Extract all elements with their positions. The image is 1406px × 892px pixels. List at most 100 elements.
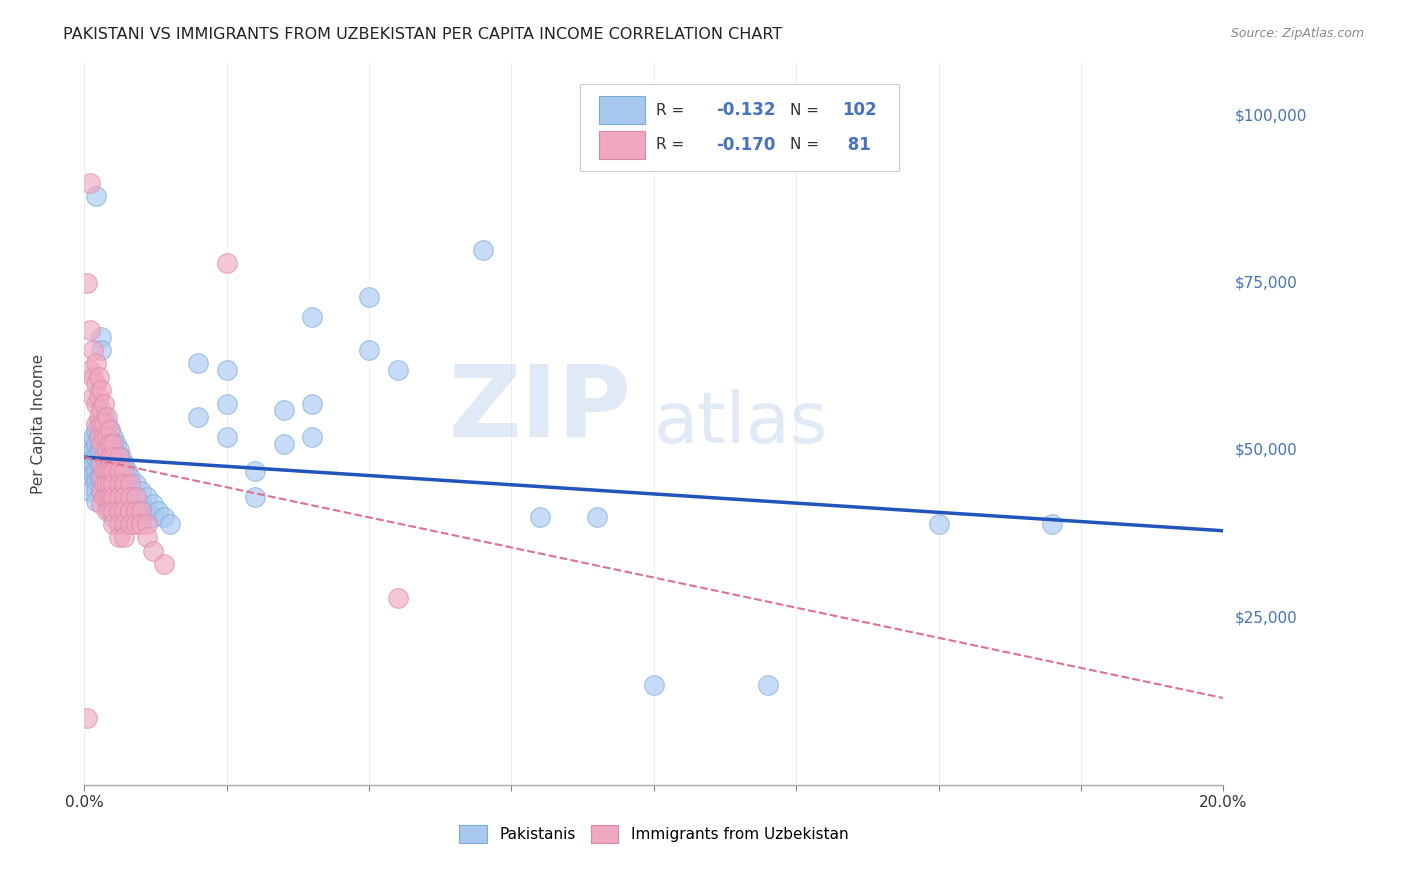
Point: [153, 557, 176, 572]
Point: [136, 530, 159, 544]
FancyBboxPatch shape: [599, 96, 645, 124]
Point: [93, 450, 115, 464]
Point: [124, 490, 146, 504]
Point: [104, 436, 127, 450]
Point: [82, 343, 104, 358]
Point: [115, 476, 138, 491]
Point: [98, 450, 121, 464]
Point: [93, 417, 115, 431]
Point: [131, 503, 153, 517]
Point: [87, 369, 110, 384]
Point: [79, 453, 101, 467]
Point: [98, 424, 121, 438]
Point: [93, 476, 115, 491]
Point: [98, 436, 121, 450]
Point: [118, 497, 141, 511]
Point: [112, 470, 135, 484]
Point: [84, 417, 107, 431]
Point: [96, 503, 118, 517]
Text: atlas: atlas: [654, 389, 828, 458]
Text: Per Capita Income: Per Capita Income: [31, 353, 46, 494]
Point: [98, 436, 121, 450]
Point: [101, 483, 124, 498]
Point: [93, 450, 115, 464]
Text: $50,000: $50,000: [1234, 443, 1298, 458]
Point: [107, 450, 129, 464]
Point: [107, 483, 129, 498]
Point: [136, 490, 159, 504]
Point: [96, 443, 118, 458]
Point: [82, 467, 104, 481]
Point: [101, 436, 124, 450]
Point: [96, 430, 118, 444]
Point: [756, 678, 779, 692]
Point: [90, 470, 112, 484]
Point: [96, 490, 118, 504]
Point: [112, 530, 135, 544]
Point: [529, 510, 551, 524]
Point: [98, 464, 121, 478]
Point: [93, 396, 115, 410]
Point: [1042, 516, 1064, 531]
Text: 102: 102: [842, 101, 876, 120]
Point: [187, 410, 209, 425]
Point: [76, 447, 98, 461]
Point: [273, 403, 295, 417]
Point: [90, 417, 112, 431]
Point: [96, 483, 118, 498]
Point: [387, 363, 409, 377]
Point: [136, 516, 159, 531]
Point: [112, 464, 135, 478]
Text: R =: R =: [657, 137, 689, 153]
Point: [159, 516, 181, 531]
Point: [76, 711, 98, 725]
Point: [90, 483, 112, 498]
Point: [928, 516, 950, 531]
Point: [90, 384, 112, 398]
Point: [96, 476, 118, 491]
FancyBboxPatch shape: [599, 131, 645, 159]
Point: [107, 470, 129, 484]
Point: [387, 591, 409, 605]
Point: [112, 516, 135, 531]
Point: [124, 503, 146, 517]
Point: [131, 483, 153, 498]
Point: [118, 490, 141, 504]
Point: [215, 256, 238, 270]
Point: [98, 476, 121, 491]
Text: N =: N =: [790, 103, 824, 118]
Point: [142, 510, 165, 524]
Text: $100,000: $100,000: [1234, 109, 1306, 123]
Point: [96, 410, 118, 425]
Point: [110, 490, 132, 504]
Text: ZIP: ZIP: [449, 360, 631, 458]
Point: [84, 424, 107, 438]
Point: [101, 516, 124, 531]
Point: [96, 464, 118, 478]
Point: [115, 490, 138, 504]
Point: [84, 376, 107, 391]
Point: [87, 390, 110, 404]
Point: [148, 503, 170, 517]
Point: [107, 503, 129, 517]
Point: [93, 464, 115, 478]
Point: [643, 678, 665, 692]
Point: [104, 490, 127, 504]
Point: [79, 323, 101, 337]
Point: [215, 363, 238, 377]
Point: [118, 483, 141, 498]
Point: [84, 483, 107, 498]
Point: [112, 490, 135, 504]
Point: [79, 464, 101, 478]
Point: [82, 443, 104, 458]
Point: [93, 464, 115, 478]
Point: [84, 450, 107, 464]
Point: [90, 457, 112, 471]
Point: [84, 436, 107, 450]
Point: [142, 543, 165, 558]
Point: [101, 490, 124, 504]
Legend: Pakistanis, Immigrants from Uzbekistan: Pakistanis, Immigrants from Uzbekistan: [453, 819, 855, 849]
Point: [131, 497, 153, 511]
Point: [215, 396, 238, 410]
Point: [124, 503, 146, 517]
